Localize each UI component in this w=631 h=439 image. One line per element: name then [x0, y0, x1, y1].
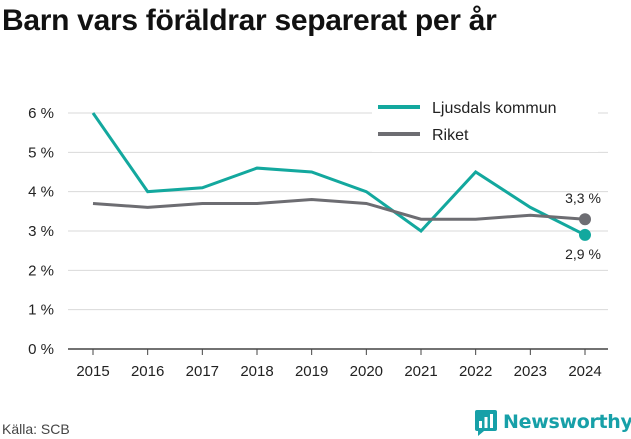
- legend-label: Ljusdals kommun: [432, 100, 557, 117]
- series-end-point: [579, 213, 591, 226]
- x-tick-label: 2016: [131, 363, 164, 380]
- x-tick-label: 2022: [459, 363, 492, 380]
- series-line-ljusdals-kommun: [91, 112, 586, 237]
- series-lines: [91, 112, 591, 241]
- chart-title: Barn vars föräldrar separerat per år: [2, 4, 497, 37]
- x-tick-label: 2024: [568, 363, 601, 380]
- line-chart: 0 %1 %2 %3 %4 %5 %6 % 2015 2016 2017 2018 20…: [28, 92, 608, 380]
- series-end-point: [579, 228, 591, 241]
- x-tick-label: 2020: [350, 363, 383, 380]
- y-tick-label: 0 %: [28, 341, 54, 358]
- y-tick-label: 4 %: [28, 184, 54, 201]
- brand-logo[interactable]: Newsworthy: [474, 408, 631, 436]
- y-tick-label: 1 %: [28, 302, 54, 319]
- y-tick-label: 2 %: [28, 262, 54, 279]
- x-tick-label: 2021: [404, 363, 437, 380]
- newsworthy-chart-bubble-icon: [474, 409, 498, 436]
- end-label-ljusdals-kommun: 2,9 %: [565, 246, 601, 262]
- y-tick-label: 3 %: [28, 223, 54, 240]
- x-tick-label: 2019: [295, 363, 328, 380]
- y-axis-ticks: 0 % 1 % 2 % 3 % 4 % 5 % 6 %: [28, 105, 54, 358]
- brand-name: Newsworthy: [503, 411, 631, 433]
- end-labels: 3,3 % 2,9 %: [565, 190, 601, 262]
- x-axis-ticks: 2015 2016 2017 2018 2019 2020 2021 2022 2023 2024: [76, 349, 602, 380]
- x-tick-label: 2017: [186, 363, 219, 380]
- source-note: Källa: SCB: [2, 421, 70, 437]
- end-label-riket: 3,3 %: [565, 190, 601, 206]
- x-tick-label: 2018: [240, 363, 273, 380]
- series-line-riket: [92, 198, 586, 221]
- y-tick-label: 6 %: [28, 105, 54, 122]
- legend-background: [372, 92, 598, 152]
- x-tick-label: 2023: [514, 363, 547, 380]
- x-tick-label: 2015: [76, 363, 109, 380]
- legend-label: Riket: [432, 127, 469, 144]
- y-tick-label: 5 %: [28, 144, 54, 161]
- legend: Ljusdals kommun Riket: [372, 92, 598, 152]
